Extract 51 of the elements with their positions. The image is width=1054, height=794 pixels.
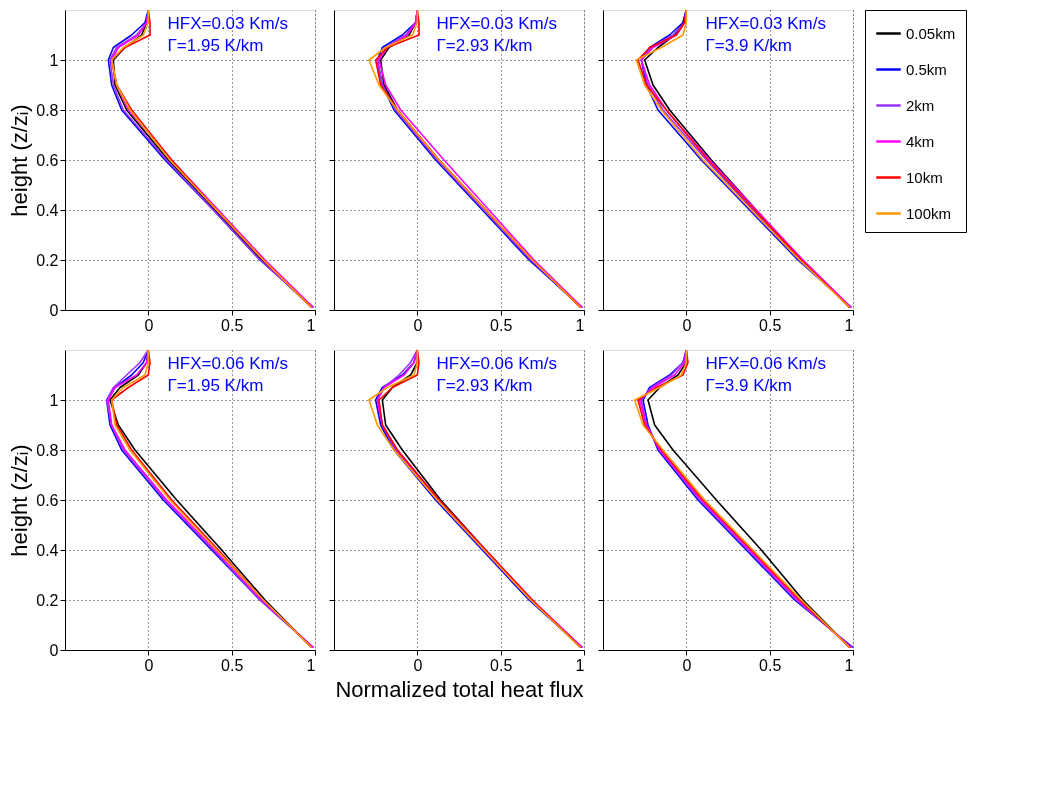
x-tick-label: 0.5 <box>221 656 244 674</box>
x-tick-label: 0.5 <box>490 316 513 334</box>
y-tick-label: 0.6 <box>36 151 59 169</box>
annotation: Γ=2.93 K/km <box>436 36 533 55</box>
annotation: Γ=1.95 K/km <box>167 376 264 395</box>
x-tick-label: 0 <box>144 316 154 334</box>
y-tick-label: 0.4 <box>36 201 59 219</box>
annotation: HFX=0.06 Km/s <box>167 354 288 373</box>
legend-label: 10km <box>906 168 943 186</box>
x-tick-label: 0 <box>413 656 423 674</box>
annotation: Γ=2.93 K/km <box>436 376 533 395</box>
x-tick-label: 0 <box>682 656 692 674</box>
y-tick-label: 0.2 <box>36 591 59 609</box>
legend-label: 0.5km <box>906 60 947 78</box>
y-tick-label: 0.8 <box>36 441 59 459</box>
y-axis-title: height (z/zᵢ) <box>7 104 33 217</box>
x-tick-label: 0.5 <box>759 316 782 334</box>
y-tick-label: 0 <box>49 641 59 659</box>
annotation: HFX=0.06 Km/s <box>705 354 826 373</box>
annotation: HFX=0.03 Km/s <box>436 14 557 33</box>
x-tick-label: 0.5 <box>221 316 244 334</box>
x-tick-label: 1 <box>844 316 854 334</box>
x-tick-label: 0 <box>144 656 154 674</box>
x-tick-label: 0 <box>682 316 692 334</box>
annotation: Γ=3.9 K/km <box>705 376 792 395</box>
x-tick-label: 1 <box>306 656 316 674</box>
legend-label: 2km <box>906 96 935 114</box>
x-tick-label: 1 <box>575 316 585 334</box>
x-tick-label: 0.5 <box>759 656 782 674</box>
annotation: HFX=0.03 Km/s <box>167 14 288 33</box>
annotation: Γ=1.95 K/km <box>167 36 264 55</box>
x-tick-label: 0 <box>413 316 423 334</box>
x-tick-label: 0.5 <box>490 656 513 674</box>
x-tick-label: 1 <box>306 316 316 334</box>
annotation: HFX=0.03 Km/s <box>705 14 826 33</box>
y-tick-label: 0.2 <box>36 251 59 269</box>
legend-label: 0.05km <box>906 24 956 42</box>
y-tick-label: 0 <box>49 301 59 319</box>
y-tick-label: 1 <box>49 51 59 69</box>
x-axis-title: Normalized total heat flux <box>335 676 584 702</box>
x-tick-label: 1 <box>575 656 585 674</box>
x-tick-label: 1 <box>844 656 854 674</box>
y-tick-label: 0.8 <box>36 101 59 119</box>
y-axis-title: height (z/zᵢ) <box>7 444 33 557</box>
legend-label: 100km <box>906 204 952 222</box>
y-tick-label: 1 <box>49 391 59 409</box>
y-tick-label: 0.4 <box>36 541 59 559</box>
annotation: HFX=0.06 Km/s <box>436 354 557 373</box>
y-tick-label: 0.6 <box>36 491 59 509</box>
annotation: Γ=3.9 K/km <box>705 36 792 55</box>
legend-label: 4km <box>906 132 935 150</box>
